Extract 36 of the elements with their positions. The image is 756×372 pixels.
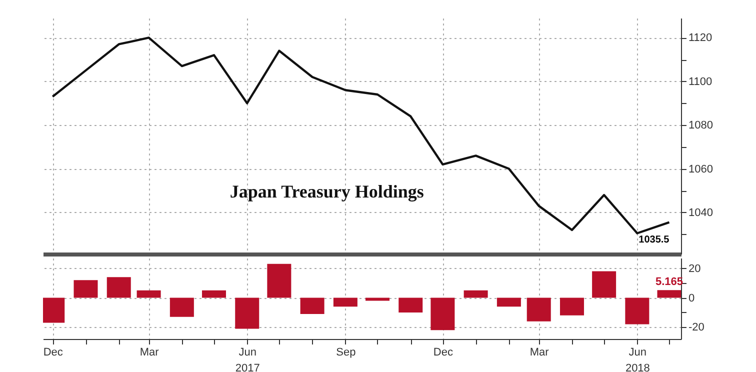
bar bbox=[202, 290, 226, 298]
y-tick-label: 1080 bbox=[688, 120, 713, 132]
x-tick-label: Jun 2018 bbox=[625, 346, 650, 372]
bar bbox=[657, 290, 681, 298]
x-tick-label: Dec bbox=[433, 346, 454, 358]
y-tick-label: 1040 bbox=[688, 206, 713, 219]
bar bbox=[496, 298, 521, 307]
line-series bbox=[52, 36, 670, 234]
bar bbox=[430, 298, 455, 330]
bar bbox=[300, 298, 324, 314]
y-tick-label: -20 bbox=[688, 322, 704, 334]
x-tick-label: Sep bbox=[336, 346, 356, 358]
y-tick-label: 1100 bbox=[688, 76, 712, 88]
bar bbox=[526, 298, 551, 322]
bar bbox=[235, 298, 260, 329]
y-tick-label: 0 bbox=[688, 292, 695, 304]
annotation: 1035.5 bbox=[638, 234, 670, 246]
bar bbox=[592, 271, 616, 298]
x-tick-label: Dec bbox=[43, 346, 64, 358]
y-tick-label: 1060 bbox=[688, 163, 713, 176]
x-tick-label: Jun 2017 bbox=[235, 346, 260, 372]
bar bbox=[398, 298, 423, 312]
bar bbox=[625, 298, 650, 324]
bar bbox=[106, 277, 131, 298]
bar bbox=[136, 290, 161, 298]
annotation: Japan Treasury Holdings bbox=[230, 182, 424, 202]
bar bbox=[267, 264, 292, 298]
y-tick-label: 1120 bbox=[688, 32, 712, 44]
bar bbox=[560, 298, 584, 316]
bar bbox=[170, 298, 194, 317]
x-tick-label: Mar bbox=[530, 346, 550, 358]
bar bbox=[74, 280, 98, 298]
bar bbox=[333, 298, 358, 307]
bar bbox=[464, 290, 488, 298]
x-tick-label: Mar bbox=[140, 346, 160, 358]
y-tick-label: 20 bbox=[688, 262, 701, 275]
